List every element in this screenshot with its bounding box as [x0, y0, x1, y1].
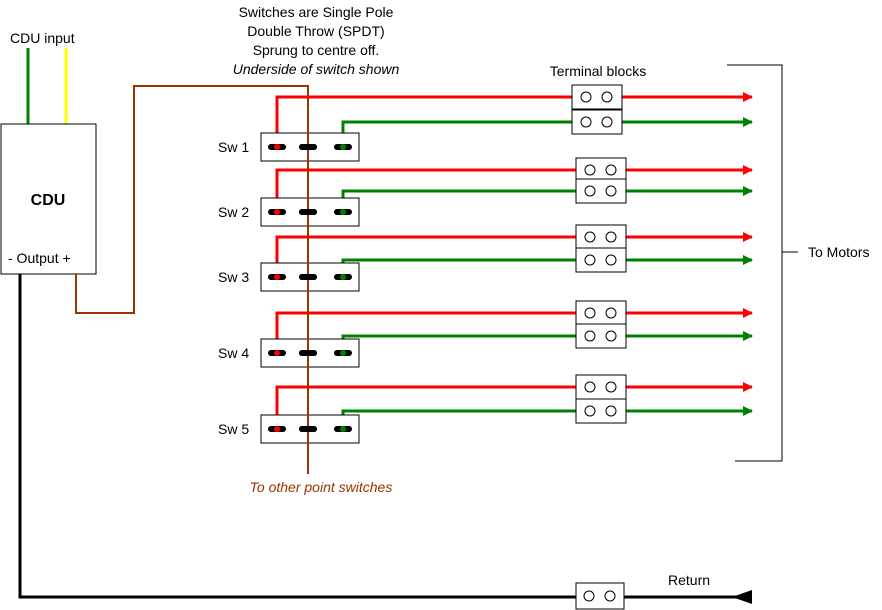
terminal-block-2-green [575, 178, 627, 204]
switch-common-pin-2 [299, 209, 317, 215]
switch-row-1: Sw 1 [218, 84, 753, 162]
green-wire-2 [341, 186, 753, 212]
return-wire [18, 274, 752, 599]
switch-label-2: Sw 2 [218, 204, 249, 220]
switch-green-contact-5 [340, 426, 346, 432]
switch-red-contact-1 [274, 144, 280, 150]
switch-common-pin-3 [299, 274, 317, 280]
terminal-block-5-red [575, 374, 627, 400]
switch-common-pin-1 [299, 144, 317, 150]
note-line-1: Switches are Single Pole [239, 4, 394, 20]
motors-bracket [727, 64, 783, 462]
cdu-label: CDU [31, 192, 66, 209]
terminal-blocks-label: Terminal blocks [550, 63, 646, 79]
terminal-block-3-red [575, 224, 627, 250]
switch-green-contact-2 [340, 209, 346, 215]
return-arrowhead [732, 590, 752, 604]
switch-label-1: Sw 1 [218, 139, 249, 155]
cdu-box [0, 123, 97, 275]
to-motors-label: To Motors [808, 244, 869, 260]
note-line-2: Double Throw (SPDT) [247, 23, 384, 39]
terminal-block-4-red [575, 300, 627, 326]
switch-row-5: Sw 5 [218, 374, 753, 444]
terminal-block-3-green [575, 247, 627, 273]
terminal-block-4-green [575, 323, 627, 349]
switch-label-5: Sw 5 [218, 421, 249, 437]
terminal-block-1-green [571, 109, 623, 135]
switch-green-contact-3 [340, 274, 346, 280]
terminal-block-1-red [571, 84, 623, 110]
switch-red-contact-4 [274, 350, 280, 356]
switch-rows: Sw 1 Sw 2 Sw 3 Sw 4 Sw 5 [218, 84, 753, 444]
switch-row-2: Sw 2 [218, 157, 753, 227]
switch-green-contact-1 [340, 144, 346, 150]
terminal-block-5-green [575, 398, 627, 424]
terminal-block-2-red [575, 157, 627, 183]
green-wire-5 [341, 406, 753, 429]
switch-label-4: Sw 4 [218, 345, 249, 361]
note-line-4: Underside of switch shown [233, 61, 400, 77]
note-line-3: Sprung to centre off. [253, 42, 380, 58]
switch-green-contact-4 [340, 350, 346, 356]
switch-common-pin-5 [299, 426, 317, 432]
switch-common-pin-4 [299, 350, 317, 356]
green-wire-3 [341, 255, 753, 277]
switch-row-4: Sw 4 [218, 300, 753, 368]
cdu-output-label: - Output + [8, 250, 71, 266]
cdu-input-label: CDU input [10, 30, 75, 46]
switch-row-3: Sw 3 [218, 224, 753, 292]
to-other-switches-label: To other point switches [250, 479, 393, 495]
switch-label-3: Sw 3 [218, 269, 249, 285]
switch-red-contact-2 [274, 209, 280, 215]
switch-red-contact-5 [274, 426, 280, 432]
return-terminal-block [575, 582, 625, 610]
green-wire-4 [341, 331, 753, 353]
switch-red-contact-3 [274, 274, 280, 280]
return-label: Return [668, 572, 710, 588]
green-wire-1 [341, 117, 753, 147]
